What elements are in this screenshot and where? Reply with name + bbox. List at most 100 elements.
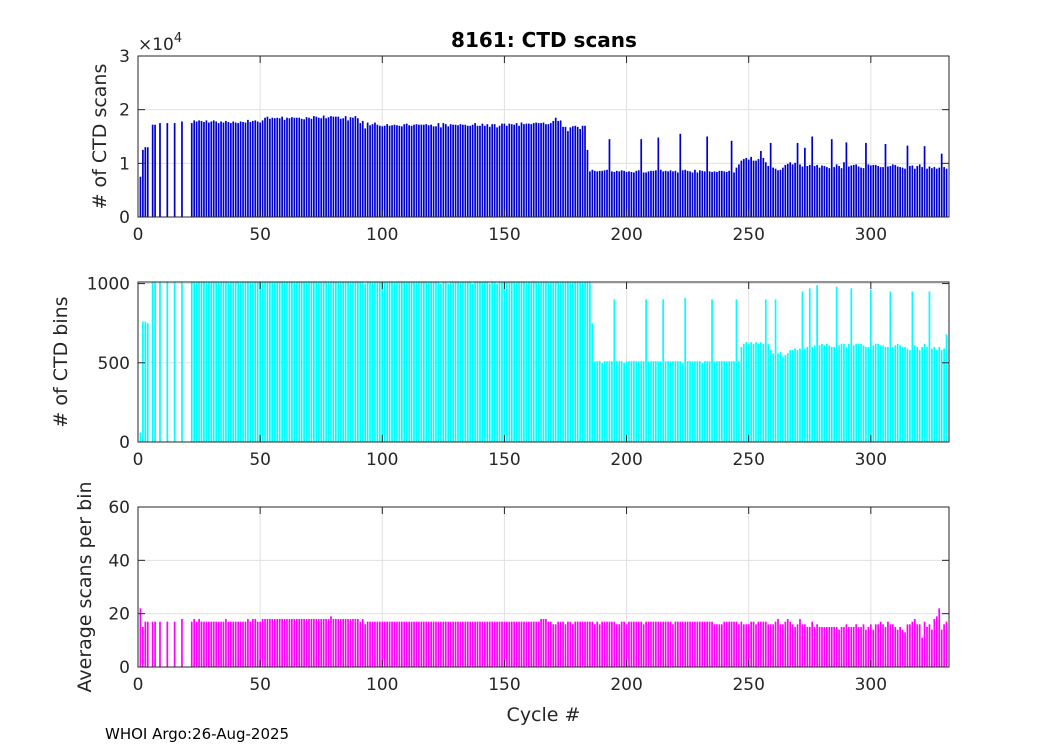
bar [212, 282, 215, 442]
bar [471, 283, 474, 442]
bar [481, 282, 484, 442]
bar [442, 621, 445, 667]
bar [591, 169, 594, 217]
bar [606, 621, 608, 667]
bar [745, 624, 748, 667]
bar [884, 144, 887, 217]
bar [826, 627, 828, 667]
bar [471, 621, 474, 667]
bar [733, 172, 735, 217]
bar [464, 621, 467, 667]
bar [877, 166, 880, 217]
bar [755, 160, 757, 217]
bar [850, 165, 853, 217]
bar [300, 619, 303, 667]
bar [830, 627, 833, 667]
bar [576, 282, 579, 442]
bar [735, 167, 738, 217]
bar [339, 118, 342, 217]
bar [476, 621, 479, 667]
bar [931, 348, 933, 442]
bar [232, 621, 235, 667]
bar [540, 619, 542, 667]
bar [278, 282, 281, 442]
bar [931, 629, 933, 667]
bar [249, 621, 252, 667]
bar [376, 621, 379, 667]
bar [557, 120, 560, 217]
bar [909, 624, 911, 667]
bar [454, 621, 457, 667]
bar [603, 361, 606, 442]
bar [532, 282, 535, 442]
bar [501, 621, 503, 667]
bar [335, 116, 337, 217]
bar [547, 621, 550, 667]
bar [794, 162, 796, 217]
bar [684, 169, 687, 217]
bar [730, 140, 733, 217]
bar [320, 282, 323, 442]
bar [845, 346, 848, 442]
bar [195, 621, 198, 667]
bar [229, 282, 232, 442]
bar [701, 621, 704, 667]
bar [498, 125, 501, 217]
bar [913, 619, 916, 667]
bar [378, 621, 381, 667]
bar [691, 172, 694, 217]
bar [655, 361, 657, 442]
y-tick-label: 3 [119, 47, 130, 67]
bar [596, 621, 599, 667]
bar [151, 124, 154, 217]
bar [694, 361, 696, 442]
bar [701, 170, 704, 217]
bar [872, 629, 875, 667]
bar [393, 621, 396, 667]
bar [410, 621, 413, 667]
bar [945, 334, 948, 442]
bar [293, 117, 296, 217]
bar [821, 627, 823, 667]
bar [718, 624, 721, 667]
bar [796, 142, 799, 217]
bar [371, 282, 374, 442]
bar [337, 282, 340, 442]
bar [510, 621, 513, 667]
bar [405, 282, 408, 442]
bar [742, 624, 745, 667]
bar [369, 125, 371, 217]
bar [679, 621, 682, 667]
bar [708, 171, 711, 217]
bar [513, 124, 516, 217]
bar [361, 282, 364, 442]
bar [545, 124, 547, 217]
bar [689, 171, 691, 217]
bar [469, 125, 472, 217]
bar [559, 282, 562, 442]
bar [378, 125, 381, 217]
bar [684, 297, 687, 442]
bar [723, 171, 726, 217]
bar [457, 125, 459, 217]
bar [928, 166, 931, 217]
bar [867, 346, 870, 442]
bar [786, 163, 789, 217]
bar [674, 170, 677, 217]
bar [764, 299, 767, 442]
bar [305, 282, 308, 442]
bar [269, 118, 271, 217]
bar [388, 282, 391, 442]
bar [933, 346, 936, 442]
bar [447, 126, 450, 217]
bar [647, 621, 650, 667]
bar [872, 345, 875, 442]
bar [847, 343, 850, 442]
bar [151, 282, 154, 442]
bar [808, 164, 811, 217]
bar [635, 170, 638, 217]
bar [874, 343, 877, 442]
bar [545, 619, 547, 667]
bar [723, 361, 726, 442]
